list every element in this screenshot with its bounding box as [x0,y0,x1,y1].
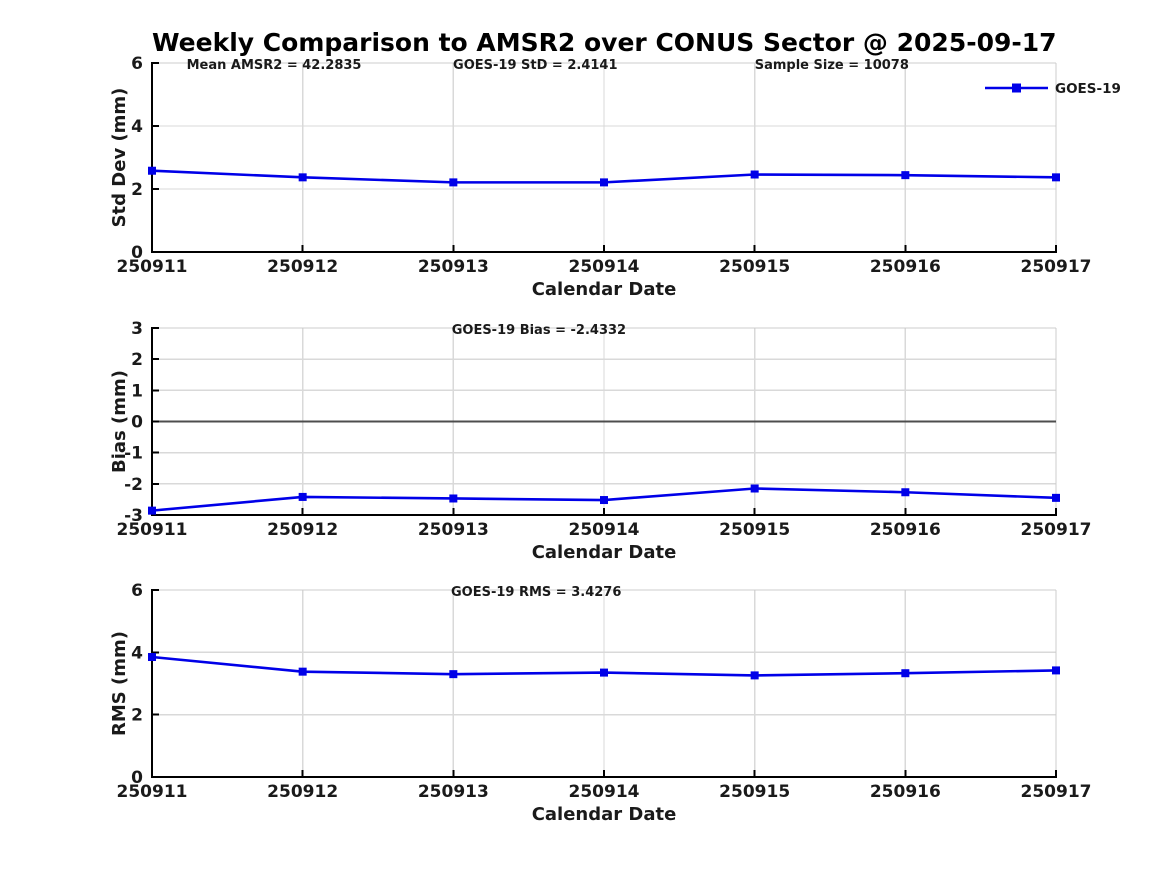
x-tick-label: 250917 [1021,782,1092,802]
data-point-marker [1052,493,1060,502]
annotation: Sample Size = 10078 [755,58,909,73]
x-tick-label: 250916 [870,782,941,802]
y-axis-label: Std Dev (mm) [109,88,130,228]
chart-title: Weekly Comparison to AMSR2 over CONUS Se… [152,28,1057,57]
x-tick-label: 250915 [719,520,790,540]
x-tick-label: 250916 [870,257,941,277]
x-tick-label: 250911 [117,257,188,277]
y-tick-label: 4 [131,117,143,137]
data-point-marker [600,496,608,505]
x-tick-label: 250912 [267,520,338,540]
annotation: Mean AMSR2 = 42.2835 [187,58,362,73]
data-point-marker [1052,173,1060,182]
data-point-marker [298,173,307,182]
x-tick-label: 250912 [267,782,338,802]
x-axis-label: Calendar Date [532,542,677,563]
y-tick-label: 0 [131,413,143,433]
data-point-marker [449,494,458,503]
x-tick-label: 250911 [117,782,188,802]
y-axis-label: Bias (mm) [109,370,130,473]
y-tick-label: 2 [131,350,143,370]
y-tick-label: -1 [124,444,143,464]
x-tick-label: 250913 [418,782,489,802]
x-axis-label: Calendar Date [532,279,677,300]
y-axis-label: RMS (mm) [109,631,130,736]
x-axis-label: Calendar Date [532,804,677,825]
annotation: GOES-19 Bias = -2.4332 [452,323,626,338]
data-point-marker [449,178,458,187]
x-tick-label: 250914 [569,782,640,802]
data-point-marker [298,667,307,676]
x-tick-label: 250916 [870,520,941,540]
y-tick-label: 3 [131,319,143,339]
data-point-marker [148,653,156,662]
x-tick-label: 250913 [418,520,489,540]
y-tick-label: 1 [131,381,143,401]
data-point-marker [298,492,307,501]
x-tick-label: 250911 [117,520,188,540]
y-tick-label: -3 [124,506,143,526]
y-tick-label: -2 [124,475,143,495]
data-point-marker [148,166,156,175]
annotation: GOES-19 RMS = 3.4276 [451,585,621,600]
y-tick-label: 4 [131,643,143,663]
x-tick-label: 250915 [719,782,790,802]
data-point-marker [1052,666,1060,675]
data-point-marker [600,178,608,187]
data-point-marker [750,170,759,179]
data-point-marker [750,671,759,680]
data-point-marker [449,670,458,679]
x-tick-label: 250912 [267,257,338,277]
y-tick-label: 0 [131,243,143,263]
data-point-marker [901,669,910,678]
x-tick-label: 250915 [719,257,790,277]
x-tick-label: 250917 [1021,257,1092,277]
x-tick-label: 250913 [418,257,489,277]
data-point-marker [750,484,759,493]
x-tick-label: 250917 [1021,520,1092,540]
y-tick-label: 6 [131,581,143,601]
x-tick-label: 250914 [569,257,640,277]
y-tick-label: 0 [131,768,143,788]
y-tick-label: 2 [131,180,143,200]
x-tick-label: 250914 [569,520,640,540]
y-tick-label: 2 [131,706,143,726]
y-tick-label: 6 [131,54,143,74]
legend-marker [1012,83,1021,93]
data-point-marker [901,488,910,497]
data-point-marker [600,668,608,677]
annotation: GOES-19 StD = 2.4141 [453,58,617,73]
data-point-marker [148,506,156,515]
data-point-marker [901,171,910,180]
legend-label: GOES-19 [1055,81,1121,97]
